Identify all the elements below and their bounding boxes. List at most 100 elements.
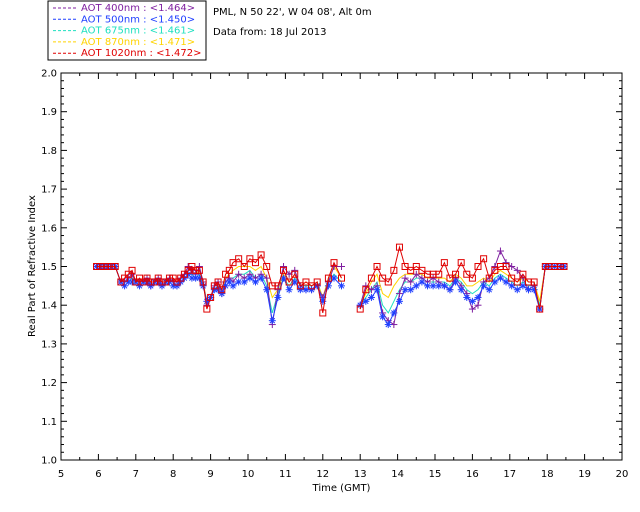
y-tick-label: 1.4 [41,301,57,312]
x-tick-label: 20 [616,469,629,480]
data-point [513,286,521,294]
data-point [199,278,207,286]
data-point [429,282,437,290]
data-point [229,259,237,267]
data-point [195,263,203,270]
data-point [496,247,504,255]
data-point [268,317,276,325]
data-point [513,278,521,286]
data-point [291,266,299,274]
data-point [251,278,259,286]
data-point [93,263,101,270]
data-point [435,270,443,278]
data-point [313,278,321,286]
data-point [457,259,465,267]
data-point [184,263,192,270]
data-point [474,293,482,301]
data-point [474,301,482,309]
data-point [338,282,345,290]
data-point [508,282,516,290]
data-point [496,274,504,282]
data-point [257,274,265,282]
data-point [485,286,493,294]
data-point [502,259,510,267]
y-tick-label: 1.6 [41,223,57,234]
data-point [463,270,471,278]
data-point [210,282,218,290]
data-point [218,286,226,294]
data-point [308,282,316,290]
data-point [407,266,415,274]
data-point [151,278,158,286]
data-point [401,274,409,282]
data-point [367,274,375,282]
x-tick-label: 8 [170,469,176,480]
legend-entry: AOT 1020nm : <1.472> [81,48,201,59]
data-point [121,274,129,282]
data-point [308,286,316,294]
data-point [384,321,392,329]
data-point [367,293,375,301]
series-line [96,265,342,325]
data-point [285,286,293,294]
y-axis-label: Real Part of Refractive Index [27,195,38,337]
series-line [359,245,564,310]
data-point [107,263,115,270]
data-point [104,263,112,270]
data-point [246,274,254,282]
data-point [195,266,203,274]
data-point [158,278,166,286]
data-point [147,282,155,290]
data-point [560,263,568,270]
data-point [177,274,185,282]
y-tick-label: 1.7 [41,185,57,196]
data-point [384,278,392,286]
data-point [214,278,222,286]
data-point [407,286,415,294]
data-point [446,274,454,282]
data-point [136,274,144,282]
data-point [285,278,293,286]
data-point [338,263,345,270]
data-point [491,266,499,274]
data-point [169,274,177,282]
x-tick-label: 18 [541,469,554,480]
data-point [240,263,248,270]
data-point [485,274,493,282]
data-point [412,282,420,290]
data-point [480,282,488,290]
data-point [373,286,381,294]
data-point [229,282,237,290]
data-point [225,266,233,274]
data-point [468,274,476,282]
series-layer [93,243,568,329]
y-tick-label: 1.5 [41,262,57,273]
site-info: PML, N 50 22', W 04 08', Alt 0m [213,7,372,18]
data-point [519,282,527,290]
y-tick-label: 1.0 [41,456,57,467]
data-point [491,278,499,286]
data-point [184,266,192,274]
legend: AOT 400nm : <1.464>AOT 500nm : <1.450>AO… [47,0,207,61]
data-point [502,263,510,270]
data-point [338,274,345,282]
data-point [111,263,119,270]
data-point [235,270,243,278]
data-point [296,282,304,290]
x-tick-label: 7 [133,469,139,480]
data-point [330,259,338,267]
series-1 [93,263,568,329]
data-point [280,263,288,270]
data-point [407,278,415,286]
data-point [356,305,364,313]
data-point [180,270,188,278]
data-point [274,293,282,301]
data-point [440,259,448,267]
data-point [480,255,488,263]
data-point [128,266,136,274]
x-tick-label: 15 [429,469,442,480]
y-tick-label: 1.2 [41,378,57,389]
data-point [207,293,215,301]
y-tick-label: 1.3 [41,339,57,350]
